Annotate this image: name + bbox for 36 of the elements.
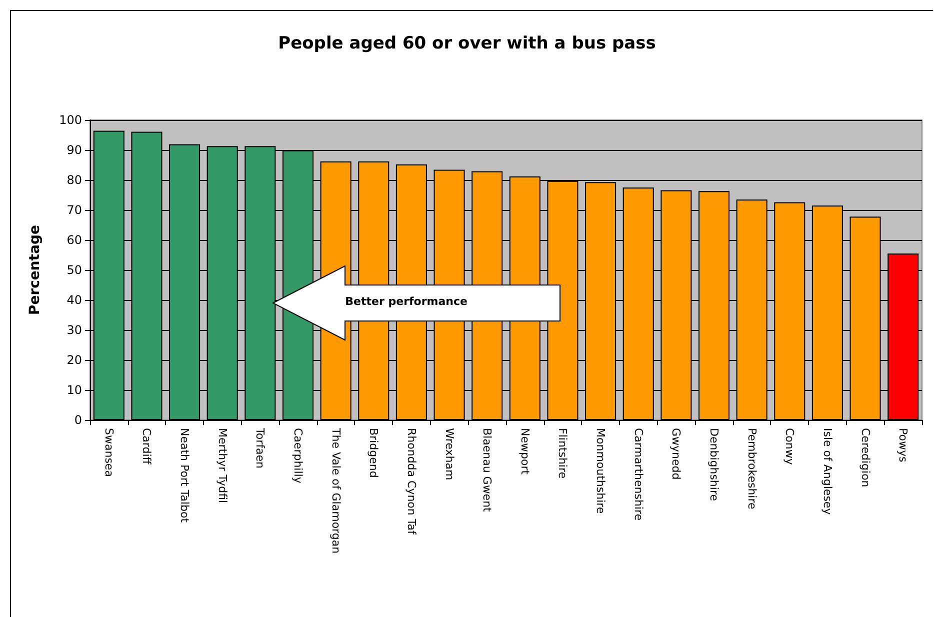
x-tick-label: The Vale of Glamorgan <box>329 427 342 554</box>
y-tick-label: 30 <box>66 323 82 337</box>
x-tick-label: Monmouthshire <box>594 428 608 514</box>
y-tick-label: 100 <box>59 113 82 127</box>
x-tick-label: Flintshire <box>556 428 570 479</box>
y-tick-label: 70 <box>66 203 82 217</box>
x-tick-label: Rhondda Cynon Taf <box>404 428 418 536</box>
x-tick-label: Blaenau Gwent <box>480 428 494 513</box>
chart-title: People aged 60 or over with a bus pass <box>278 34 656 54</box>
y-tick-label: 80 <box>66 173 82 187</box>
x-tick-label: Wrexham <box>442 428 456 480</box>
y-tick-label: 10 <box>66 383 82 397</box>
y-tick-label: 50 <box>66 263 82 277</box>
x-tick-label: Ceredigion <box>858 428 872 488</box>
x-tick-label: Merthyr Tydfil <box>216 428 229 504</box>
x-tick-label: Neath Port Talbot <box>178 428 192 524</box>
y-tick-label: 90 <box>66 143 82 157</box>
x-tick-label: Conwy <box>783 428 796 466</box>
annotation: Better performance <box>345 295 468 308</box>
x-tick-label: Caerphilly <box>292 428 304 484</box>
x-tick-label: Gwynedd <box>670 428 683 480</box>
y-tick-label: 0 <box>74 413 82 427</box>
x-tick-label: Isle of Anglesey <box>820 428 834 516</box>
x-tick-label: Torfaen <box>254 427 267 468</box>
x-tick-label: Denbighshire <box>708 428 720 502</box>
x-tick-label: Bridgend <box>367 428 380 478</box>
y-tick-label: 40 <box>66 293 82 307</box>
x-tick-label: Pembrokeshire <box>745 428 758 510</box>
y-tick-label: 20 <box>66 353 82 367</box>
y-axis-title: Percentage <box>27 224 43 316</box>
x-tick-label: Carmarthenshire <box>632 428 645 521</box>
x-tick-label: Cardiff <box>140 428 154 465</box>
x-tick-label: Newport <box>518 428 532 476</box>
y-tick-label: 60 <box>66 233 82 247</box>
x-tick-label: Swansea <box>102 428 116 477</box>
x-tick-label: Powys <box>896 428 910 462</box>
